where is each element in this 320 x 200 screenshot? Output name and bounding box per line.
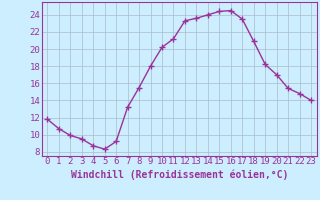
X-axis label: Windchill (Refroidissement éolien,°C): Windchill (Refroidissement éolien,°C) xyxy=(70,169,288,180)
